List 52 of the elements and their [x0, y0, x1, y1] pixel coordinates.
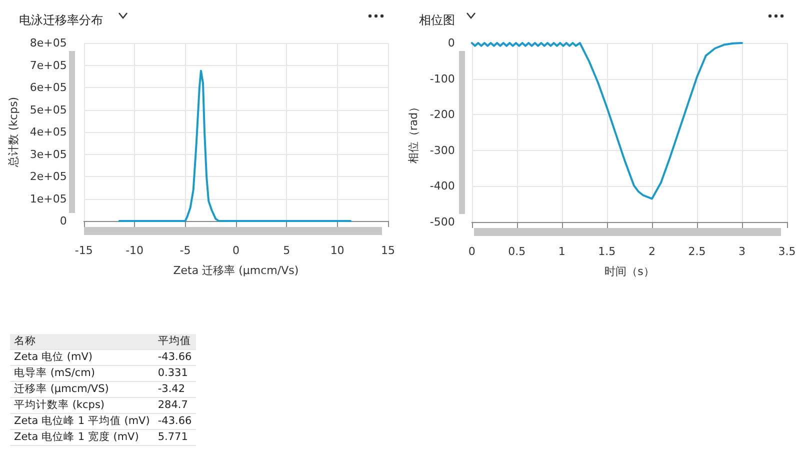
x-tick-label: -10: [126, 244, 144, 257]
x-tick-label: -15: [74, 244, 93, 257]
x-tick-label: 0: [468, 245, 476, 258]
x-tick-label: -5: [180, 244, 191, 257]
data-label: 0.331: [154, 366, 196, 382]
x-tick-label: 0: [232, 244, 240, 257]
category-label: 平均计数率 (kcps): [10, 398, 154, 414]
y-tick-label: 7e+05: [30, 58, 67, 72]
chart-title: 相位图: [419, 13, 455, 27]
y-tick-label: 5e+05: [30, 103, 67, 116]
category-label: Zeta 电位峰 1 平均值 (mV): [10, 414, 154, 430]
category-label: Zeta 电位峰 1 宽度 (mV): [10, 430, 154, 446]
x-axis-title: Zeta 迁移率 (µmcm/Vs): [173, 264, 299, 277]
data-label: -43.66: [154, 414, 196, 430]
y-axis-title: 相位（rad）: [407, 101, 420, 164]
x-tick-label: 2: [648, 245, 656, 258]
x-tick-label: 3: [738, 245, 746, 258]
y-tick-label: -100: [430, 72, 455, 86]
x-tick-label: 3.5: [778, 245, 796, 258]
x-tick-label: 2.5: [688, 245, 706, 258]
x-axis-title: 时间（s）: [604, 265, 654, 278]
category-label: 电导率 (mS/cm): [10, 366, 154, 382]
chart-title: 电泳迁移率分布: [19, 13, 103, 27]
y-tick-label: 4e+05: [30, 126, 67, 138]
y-tick-label: 8e+05: [30, 36, 67, 50]
x-tick-label: 15: [381, 244, 395, 257]
text: 平均值: [154, 334, 196, 350]
data-label: 284.7: [154, 398, 196, 414]
category-label: 迁移率 (µmcm/VS): [10, 382, 154, 398]
y-tick-label: -200: [430, 108, 455, 122]
x-tick-label: 5: [283, 244, 290, 257]
y-tick-label: -500: [430, 216, 455, 228]
y-tick-label: 0: [60, 214, 67, 228]
y-tick-label: 0: [448, 36, 455, 50]
data-label: -43.66: [154, 350, 196, 366]
y-tick-label: 3e+05: [30, 148, 67, 161]
line-series: [118, 70, 352, 222]
category-label: Zeta 电位 (mV): [10, 350, 154, 366]
line-series: [470, 42, 743, 200]
data-label: 5.771: [154, 430, 196, 446]
x-tick-label: 1: [558, 245, 566, 258]
y-tick-label: 1e+05: [30, 192, 67, 206]
text: 名称: [10, 334, 154, 350]
y-tick-label: -300: [430, 144, 455, 157]
y-tick-label: -400: [430, 180, 455, 193]
x-tick-label: 10: [330, 244, 344, 257]
y-tick-label: 6e+05: [30, 81, 67, 94]
x-tick-label: 1.5: [598, 245, 616, 258]
data-label: -3.42: [154, 382, 196, 398]
y-tick-label: 2e+05: [30, 170, 67, 183]
y-axis-title: 总计数 (kcps): [7, 96, 20, 168]
x-tick-label: 0.5: [508, 245, 526, 258]
